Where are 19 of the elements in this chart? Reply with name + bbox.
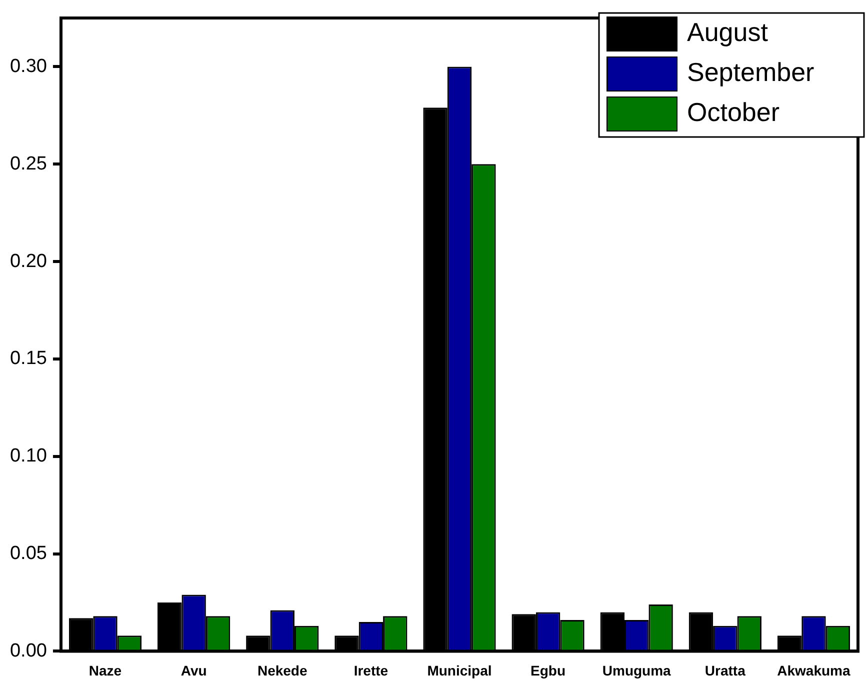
x-tick-label: Egbu <box>530 662 566 678</box>
legend-label: October <box>687 97 780 128</box>
x-tick-label: Akwakuma <box>777 662 850 678</box>
x-tick-label: Municipal <box>427 662 492 678</box>
x-tick-label: Naze <box>88 662 122 678</box>
x-tick-label: Uratta <box>704 662 746 678</box>
y-tick-label: 0.05 <box>10 543 47 564</box>
x-tick-label: Avu <box>180 662 207 678</box>
y-tick-label: 0.20 <box>10 250 47 272</box>
legend-label: September <box>687 57 815 88</box>
x-tick-label: Nekede <box>257 662 308 678</box>
y-tick-label: 0.30 <box>10 56 47 77</box>
y-tick-label: 0.15 <box>10 348 47 370</box>
y-tick-label: 0.00 <box>10 640 47 662</box>
y-tick-label: 0.25 <box>10 153 47 174</box>
y-tick-label: 0.10 <box>10 446 47 467</box>
legend-label: August <box>687 17 769 48</box>
x-tick-label: Umuguma <box>602 662 672 678</box>
x-tick-label: Irette <box>354 662 388 678</box>
